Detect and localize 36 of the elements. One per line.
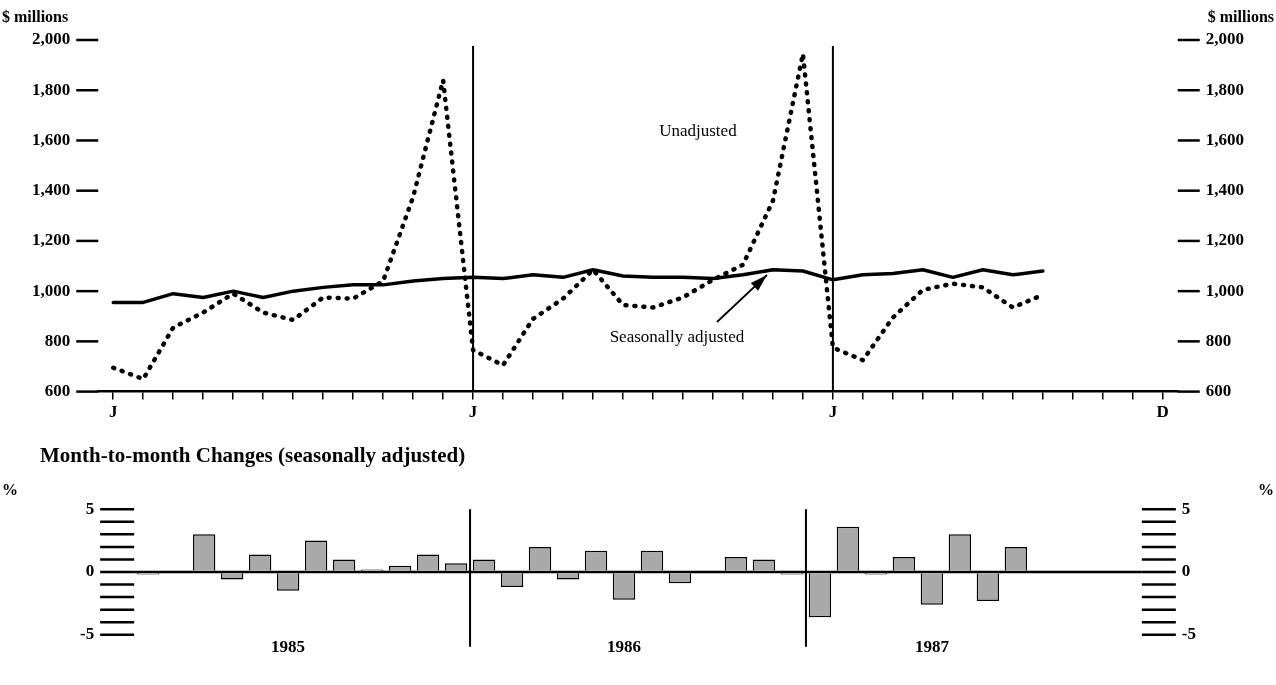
text: Unadjusted: [659, 121, 738, 141]
y2-tick-label: 800: [1205, 330, 1232, 350]
y-tick-label: 0: [85, 561, 95, 581]
y-axis-title: %: [2, 481, 18, 499]
y-tick-label: 600: [44, 380, 71, 400]
x-tick-label: 1986: [607, 637, 641, 657]
y-tick-label: 2,000: [32, 29, 71, 49]
x-tick-label: J: [468, 402, 478, 422]
y-tick-label: 1,800: [32, 79, 71, 99]
y-tick-label: 1,000: [32, 280, 71, 300]
y2-tick-label: -5: [1181, 624, 1197, 644]
y2-tick-label: 1,600: [1205, 129, 1244, 149]
x-tick-label: J: [828, 402, 838, 422]
x-tick-label: J: [108, 402, 118, 422]
y2-tick-label: 1,000: [1205, 280, 1244, 300]
y-tick-label: -5: [79, 624, 95, 644]
y-tick-label: 1,200: [32, 230, 71, 250]
y2-tick-label: 600: [1205, 380, 1232, 400]
y2-tick-label: 1,800: [1205, 79, 1244, 99]
y2-tick-label: 1,400: [1205, 180, 1244, 200]
x-tick-label: 1987: [914, 637, 950, 657]
y2-tick-label: 5: [1181, 498, 1191, 518]
y-tick-label: 800: [44, 330, 71, 350]
y-tick-label: 5: [85, 498, 95, 518]
text: Seasonally adjusted: [609, 327, 745, 347]
x-tick-label: 1985: [271, 637, 306, 657]
y-tick-label: 1,600: [32, 129, 71, 149]
y2-tick-label: 0: [1181, 561, 1191, 581]
y2-tick-label: 1,200: [1205, 230, 1244, 250]
y2-axis-title: $ millions: [1207, 8, 1274, 26]
y2-axis-title: %: [1258, 481, 1274, 499]
y-tick-label: 1,400: [32, 180, 71, 200]
y-axis-title: $ millions: [2, 8, 69, 26]
chart-title: Month-to-month Changes (seasonally adjusted): [40, 443, 466, 468]
x-tick-label: D: [1156, 402, 1169, 422]
y2-tick-label: 2,000: [1205, 29, 1244, 49]
